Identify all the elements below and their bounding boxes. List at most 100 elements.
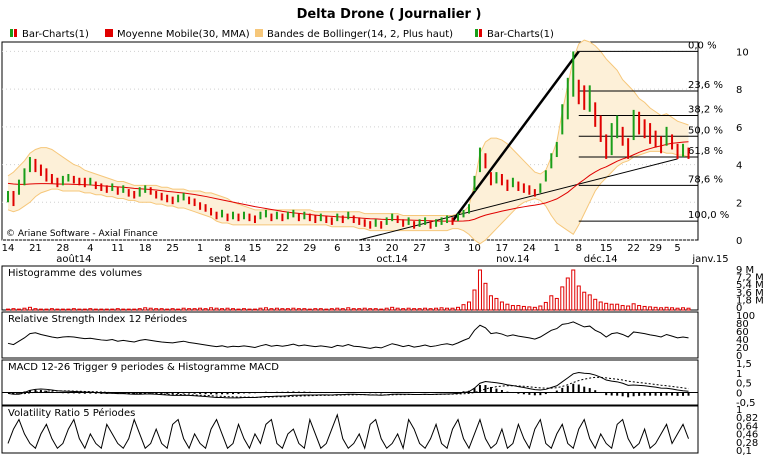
- macd-histogram-bar: [539, 392, 542, 396]
- volume-bar: [66, 308, 71, 311]
- volatility-panel: 10,820,640,460,280,1 Volatility Ratio 5 P…: [1, 405, 758, 455]
- volatility-line: [7, 413, 689, 451]
- volume-bar: [329, 308, 334, 311]
- y-tick-label: 0,1: [736, 446, 752, 455]
- macd-histogram-bar: [166, 392, 169, 394]
- price-bar: [330, 217, 333, 225]
- macd-histogram-bar: [380, 392, 383, 394]
- legend-swatch: [105, 29, 113, 37]
- macd-histogram-bar: [308, 391, 311, 394]
- volume-bar: [93, 308, 98, 311]
- volume-bar: [181, 307, 186, 311]
- month-label: sept.14: [209, 254, 247, 265]
- price-bar: [374, 219, 377, 227]
- price-bar: [649, 123, 652, 144]
- volume-bar: [434, 307, 439, 311]
- legend-label: Bar-Charts(1): [487, 29, 554, 40]
- price-bar: [56, 177, 59, 188]
- macd-histogram-bar: [319, 391, 322, 394]
- macd-histogram-bar: [193, 392, 196, 394]
- volume-bar: [335, 307, 340, 311]
- price-bar: [297, 213, 300, 222]
- macd-histogram-bar: [303, 391, 306, 394]
- macd-histogram-bar: [226, 392, 229, 395]
- date-tick-label: 18: [139, 243, 152, 254]
- macd-histogram-bar: [259, 392, 262, 394]
- legend-item: Bar-Charts(1): [475, 29, 554, 40]
- macd-histogram-bar: [336, 391, 339, 394]
- price-bar: [539, 183, 542, 193]
- volume-bar: [373, 308, 378, 311]
- volume-bar: [620, 305, 625, 311]
- price-bar: [314, 215, 317, 224]
- y-tick-label: 0,28: [736, 438, 758, 449]
- macd-histogram-bar: [621, 392, 624, 397]
- price-bar: [489, 172, 492, 186]
- macd-histogram-bar: [435, 392, 438, 394]
- macd-histogram-bar: [155, 392, 158, 394]
- price-bar: [155, 190, 158, 199]
- price-bar: [451, 217, 454, 225]
- volume-bar: [626, 305, 631, 311]
- macd-histogram-bar: [517, 392, 520, 394]
- price-bar: [221, 209, 224, 218]
- y-tick-label: 0: [736, 351, 742, 362]
- volume-bar: [362, 307, 367, 311]
- price-bar: [500, 174, 503, 186]
- volume-bar: [615, 303, 620, 311]
- y-tick-label: 20: [736, 343, 749, 354]
- legend-swatch: [10, 29, 13, 37]
- price-bar: [528, 185, 531, 195]
- price-bar: [473, 175, 476, 191]
- volume-bar: [417, 308, 422, 311]
- price-bar: [566, 77, 569, 120]
- price-bar: [177, 194, 180, 203]
- macd-histogram-bar: [56, 392, 59, 394]
- date-tick-label: 14: [2, 243, 15, 254]
- y-tick-label: 1: [736, 405, 742, 416]
- volume-bar: [466, 301, 471, 311]
- date-tick-label: 1: [554, 243, 560, 254]
- volume-bar: [11, 308, 16, 311]
- volume-bar: [252, 308, 257, 311]
- macd-histogram-bar: [330, 392, 333, 394]
- y-tick-label: 3,6 M: [736, 288, 764, 299]
- volume-bar: [225, 307, 230, 311]
- volume-bar: [313, 308, 318, 311]
- macd-histogram-bar: [232, 392, 235, 395]
- macd-histogram-bar: [352, 391, 355, 394]
- price-bar: [237, 213, 240, 222]
- date-tick-label: 24: [523, 243, 536, 254]
- date-tick-label: 29: [649, 243, 662, 254]
- fibonacci-label: 23,6 %: [688, 80, 723, 91]
- volume-bar: [324, 308, 329, 311]
- macd-histogram-bar: [341, 392, 344, 394]
- volume-bar: [582, 291, 587, 311]
- volume-bar: [395, 307, 400, 311]
- y-tick-label: 1,5: [736, 359, 752, 370]
- macd-histogram-bar: [643, 392, 646, 396]
- volume-bar: [241, 308, 246, 311]
- price-bar: [7, 190, 9, 203]
- macd-histogram-bar: [446, 392, 449, 394]
- fibonacci-label: 61,8 %: [688, 146, 723, 157]
- macd-histogram-bar: [522, 392, 525, 395]
- y-tick-label: 5,4 M: [736, 280, 764, 291]
- volume-bar: [247, 308, 252, 311]
- price-bar: [599, 115, 602, 142]
- price-bar: [484, 153, 487, 169]
- price-bar: [643, 119, 646, 139]
- volume-bar: [44, 308, 49, 311]
- y-tick-label: 8: [736, 85, 742, 96]
- volume-bar: [22, 307, 27, 311]
- macd-histogram-bar: [676, 392, 679, 396]
- volume-bar: [346, 307, 351, 311]
- date-tick-label: 8: [576, 243, 582, 254]
- month-label: août14: [56, 253, 91, 265]
- macd-histogram-bar: [583, 386, 586, 394]
- y-tick-label: 1: [736, 369, 742, 380]
- volume-bar: [560, 286, 565, 311]
- price-bar: [248, 213, 251, 222]
